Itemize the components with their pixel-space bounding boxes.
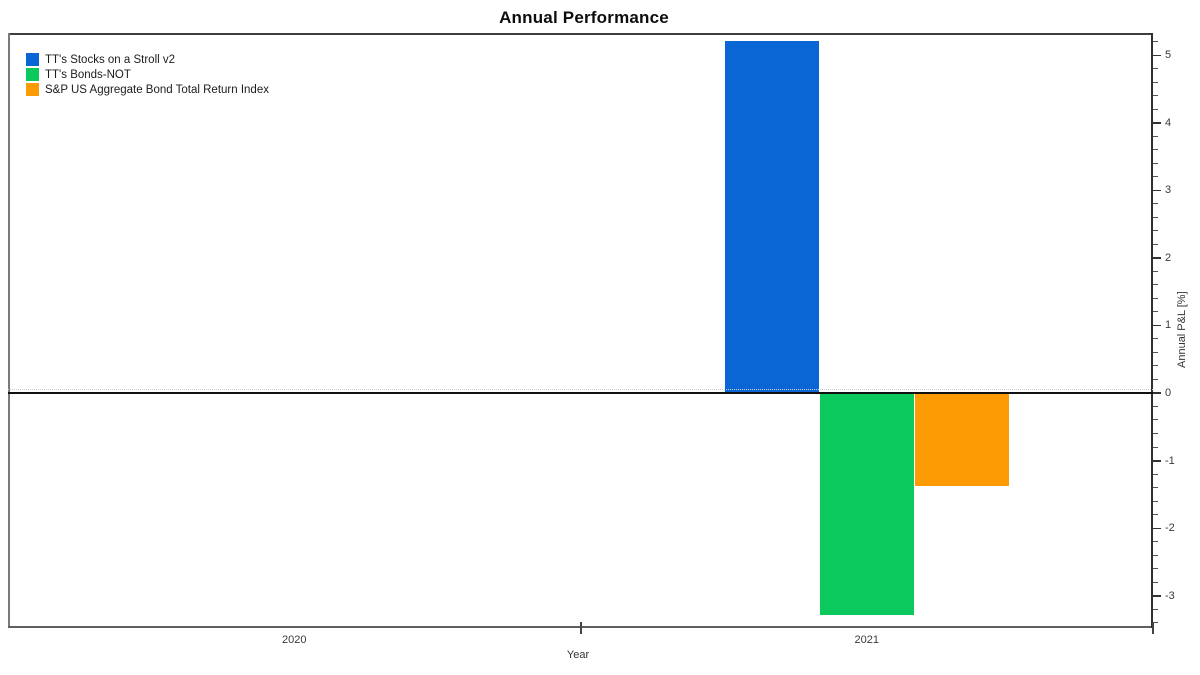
- y-axis-major-tick: [1153, 595, 1161, 597]
- legend-label: S&P US Aggregate Bond Total Return Index: [45, 83, 269, 96]
- y-axis-major-tick: [1153, 189, 1161, 192]
- y-axis-minor-tick: [1153, 284, 1158, 286]
- zero-gridline: [8, 388, 1153, 390]
- y-axis-tick-label: -2: [1165, 522, 1175, 535]
- plot-border-right: [1151, 33, 1153, 628]
- bar-s-p-us-aggregate-bond-total-return-index-2021: [914, 392, 1009, 487]
- legend-item-tt-s-stocks-on-a-stroll-v2: TT's Stocks on a Stroll v2: [26, 52, 269, 67]
- legend-label: TT's Bonds-NOT: [45, 68, 131, 81]
- y-axis-minor-tick: [1153, 149, 1158, 151]
- y-axis-minor-tick: [1153, 135, 1158, 137]
- legend-swatch-icon: [26, 53, 39, 66]
- y-axis-minor-tick: [1153, 568, 1158, 570]
- y-axis-minor-tick: [1153, 41, 1158, 43]
- x-axis-tick: [579, 622, 582, 634]
- y-axis-tick-label: 3: [1165, 184, 1172, 197]
- y-axis-minor-tick: [1153, 68, 1158, 70]
- zero-line: [8, 391, 1153, 394]
- y-axis-minor-tick: [1153, 108, 1158, 110]
- y-axis-tick-label: 4: [1165, 116, 1172, 129]
- y-axis-minor-tick: [1153, 608, 1158, 610]
- x-axis-category-label-2020: 2020: [282, 634, 307, 646]
- x-axis-tick: [1152, 622, 1154, 634]
- y-axis-minor-tick: [1153, 487, 1158, 489]
- y-axis-label: Annual P&L [%]: [1176, 291, 1188, 369]
- y-axis-minor-tick: [1153, 554, 1158, 556]
- y-axis-minor-tick: [1153, 338, 1158, 340]
- bar-tt-s-stocks-on-a-stroll-v2-2021: [724, 41, 819, 393]
- y-axis-tick-label: -3: [1165, 589, 1175, 602]
- legend-item-s-p-us-aggregate-bond-total-return-index: S&P US Aggregate Bond Total Return Index: [26, 82, 269, 97]
- y-axis-minor-tick: [1153, 243, 1158, 245]
- y-axis-minor-tick: [1153, 230, 1158, 232]
- y-axis-major-tick: [1153, 324, 1161, 327]
- y-axis-minor-tick: [1153, 622, 1158, 624]
- y-axis-major-tick: [1153, 392, 1161, 394]
- y-axis-minor-tick: [1153, 541, 1158, 543]
- y-axis-major-tick: [1153, 257, 1161, 259]
- chart-title: Annual Performance: [499, 8, 669, 27]
- y-axis-tick-label: 2: [1165, 251, 1172, 264]
- y-axis-minor-tick: [1153, 432, 1158, 434]
- y-axis-tick-label: 5: [1165, 49, 1172, 62]
- x-axis-category-label-2021: 2021: [854, 634, 879, 646]
- legend-label: TT's Stocks on a Stroll v2: [45, 53, 176, 66]
- y-axis-minor-tick: [1153, 514, 1158, 516]
- plot-border-top: [8, 33, 1153, 35]
- legend-swatch-icon: [26, 83, 39, 96]
- y-axis-minor-tick: [1153, 365, 1158, 367]
- y-axis-major-tick: [1153, 122, 1161, 124]
- bar-tt-s-bonds-not-2021: [819, 392, 914, 616]
- y-axis-minor-tick: [1153, 378, 1158, 380]
- y-axis-minor-tick: [1153, 473, 1158, 475]
- y-axis-minor-tick: [1153, 297, 1158, 299]
- y-axis-minor-tick: [1153, 176, 1158, 178]
- y-axis-minor-tick: [1153, 216, 1158, 218]
- y-axis-minor-tick: [1153, 311, 1158, 313]
- y-axis-minor-tick: [1153, 81, 1158, 83]
- y-axis-minor-tick: [1153, 581, 1158, 583]
- y-axis-minor-tick: [1153, 500, 1158, 502]
- y-axis-tick-label: 1: [1165, 319, 1172, 332]
- y-axis-major-tick: [1153, 460, 1161, 462]
- y-axis-minor-tick: [1153, 203, 1158, 205]
- y-axis-tick-label: -1: [1165, 454, 1175, 467]
- plot-border-left: [8, 33, 10, 628]
- y-axis-minor-tick: [1153, 351, 1158, 353]
- x-axis-label: Year: [566, 649, 590, 661]
- y-axis-minor-tick: [1153, 270, 1158, 272]
- legend-swatch-icon: [26, 68, 39, 81]
- legend: TT's Stocks on a Stroll v2 TT's Bonds-NOT…: [26, 52, 269, 97]
- y-axis-major-tick: [1153, 527, 1161, 530]
- y-axis-minor-tick: [1153, 419, 1158, 421]
- y-axis-minor-tick: [1153, 162, 1158, 164]
- y-axis-tick-label: 0: [1165, 386, 1172, 399]
- y-axis-minor-tick: [1153, 446, 1158, 448]
- y-axis-minor-tick: [1153, 95, 1158, 97]
- y-axis-minor-tick: [1153, 405, 1158, 407]
- legend-item-tt-s-bonds-not: TT's Bonds-NOT: [26, 67, 269, 82]
- y-axis-major-tick: [1153, 54, 1161, 57]
- plot-area: TT's Stocks on a Stroll v2 TT's Bonds-NOT…: [8, 33, 1175, 646]
